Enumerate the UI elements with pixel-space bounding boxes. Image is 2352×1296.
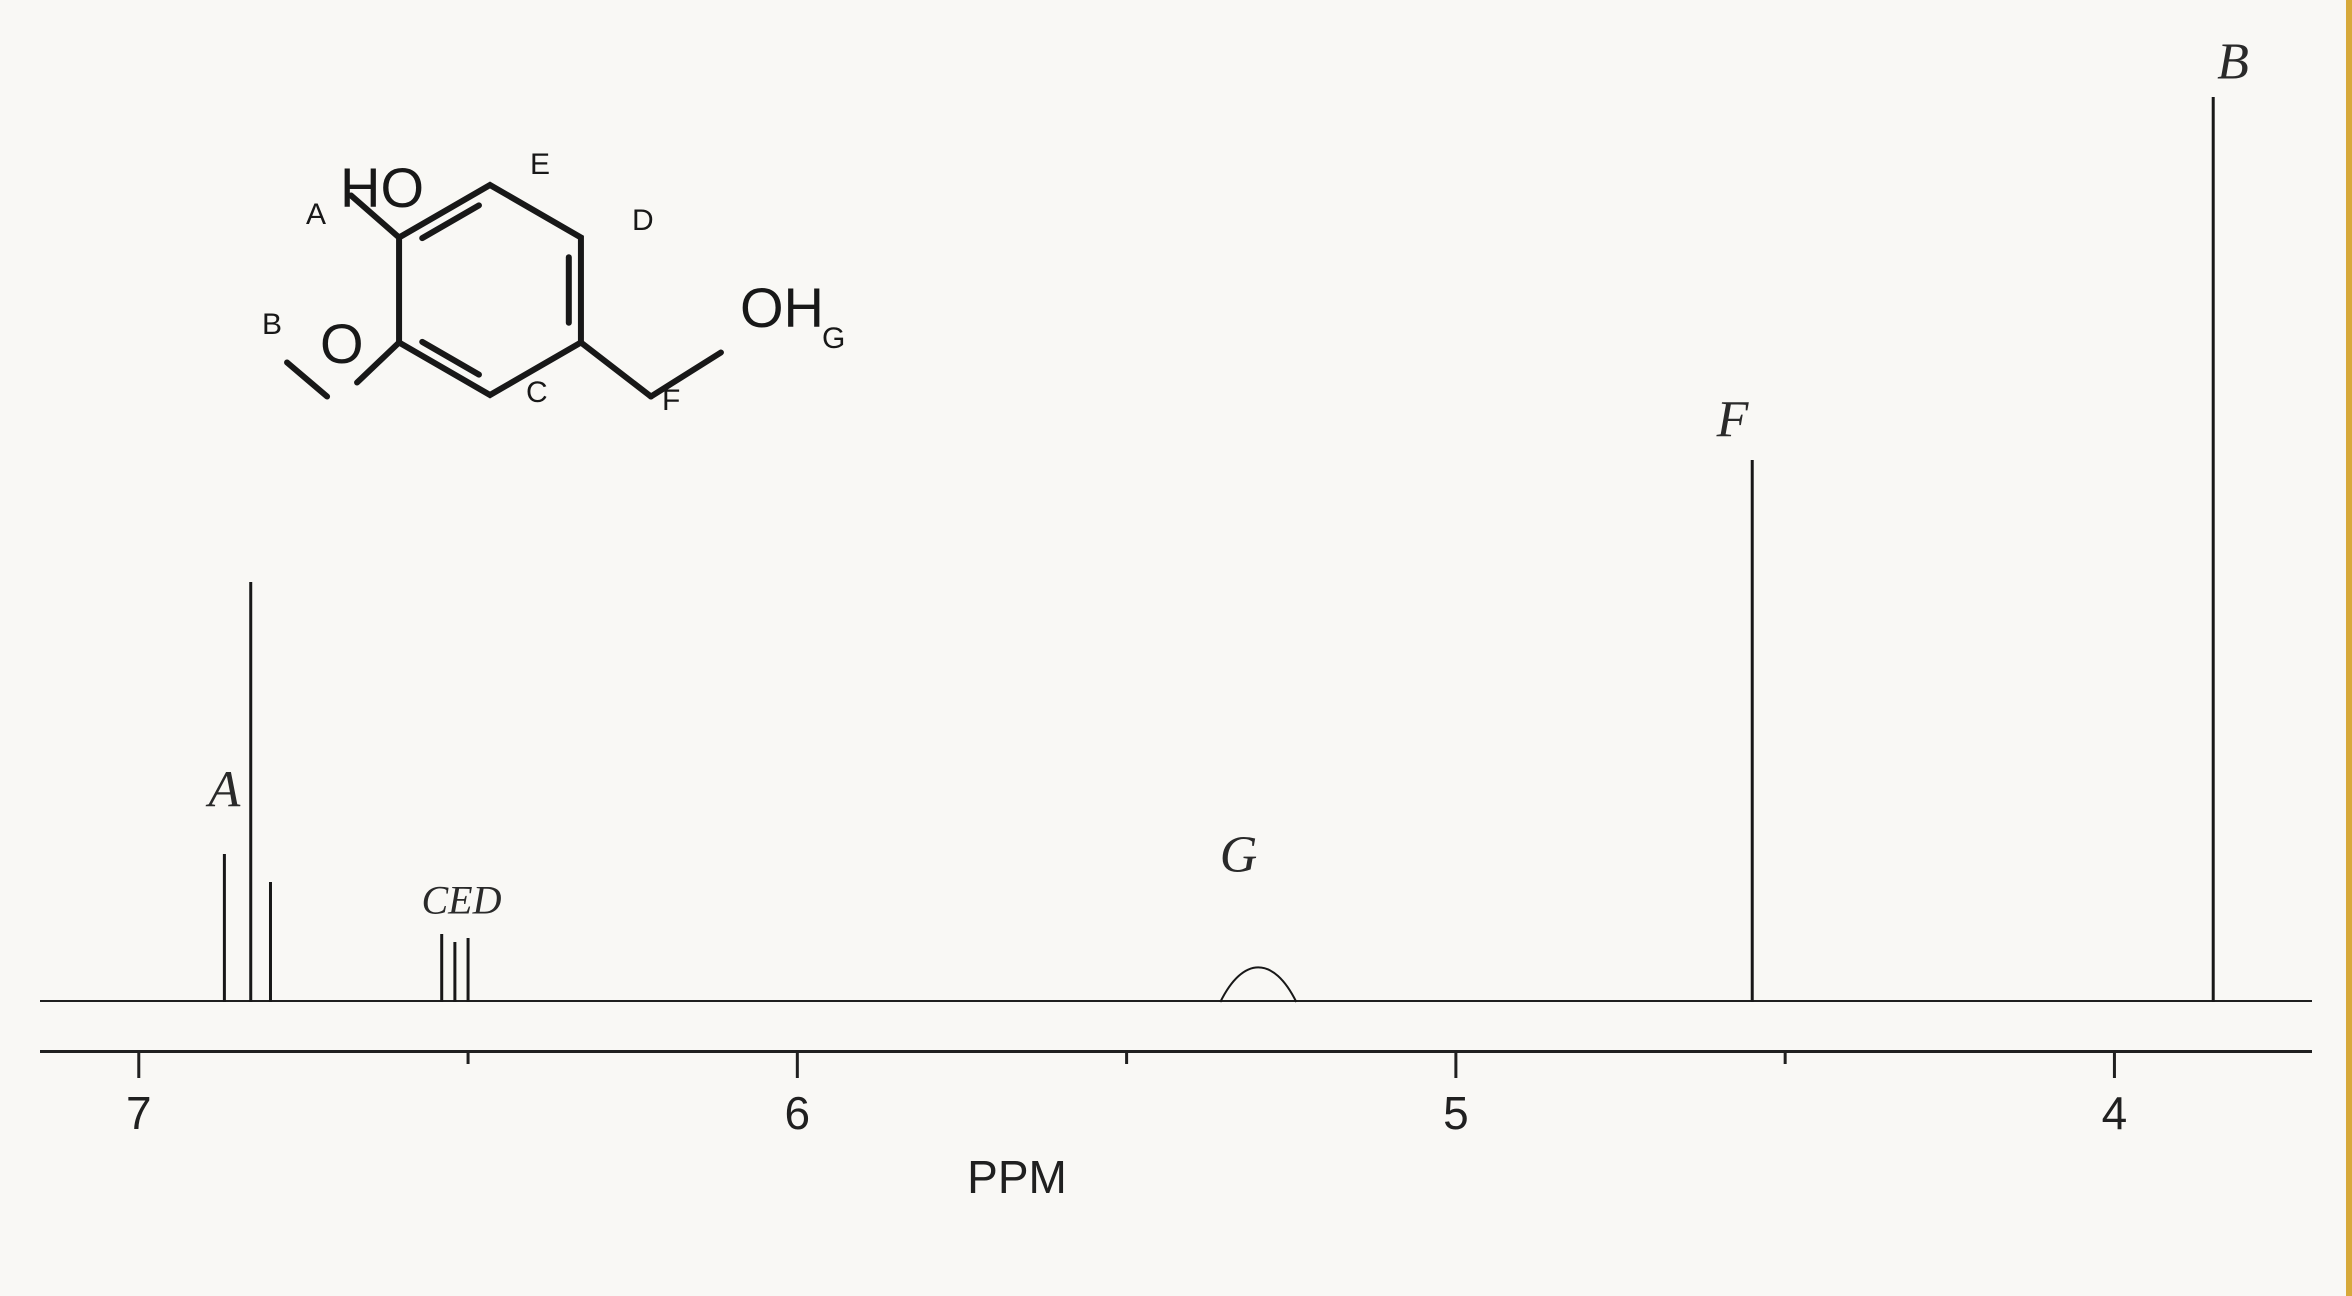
peak-label-CED: CED <box>421 877 501 924</box>
peak-label-B: B <box>2217 33 2249 92</box>
peak-label-F: F <box>1717 391 1749 450</box>
spectrum-page: 7 6 5 4 PPM B F G CED A HO O OH A B C D E F G <box>0 0 2352 1296</box>
scan-right-edge <box>2346 0 2352 1296</box>
peak-label-G: G <box>1220 826 1258 885</box>
spectrum-baseline <box>40 1000 2312 1002</box>
x-axis-title: PPM <box>967 1150 1067 1204</box>
tick-label-6: 6 <box>785 1086 811 1140</box>
atom-O: O <box>320 311 364 376</box>
tick-label-7: 7 <box>126 1086 152 1140</box>
assign-label-E: E <box>530 148 550 182</box>
x-axis-line <box>40 1050 2312 1053</box>
tick-label-5: 5 <box>1443 1086 1469 1140</box>
assign-label-G: G <box>822 322 845 356</box>
assign-label-F: F <box>662 384 680 418</box>
atom-OH: OH <box>740 275 824 340</box>
assign-label-C: C <box>526 376 548 410</box>
assign-label-D: D <box>632 204 654 238</box>
assign-label-A: A <box>306 198 326 232</box>
peak-label-A: A <box>209 761 241 820</box>
tick-label-4: 4 <box>2102 1086 2128 1140</box>
assign-label-B: B <box>262 308 282 342</box>
atom-HO: HO <box>340 155 424 220</box>
